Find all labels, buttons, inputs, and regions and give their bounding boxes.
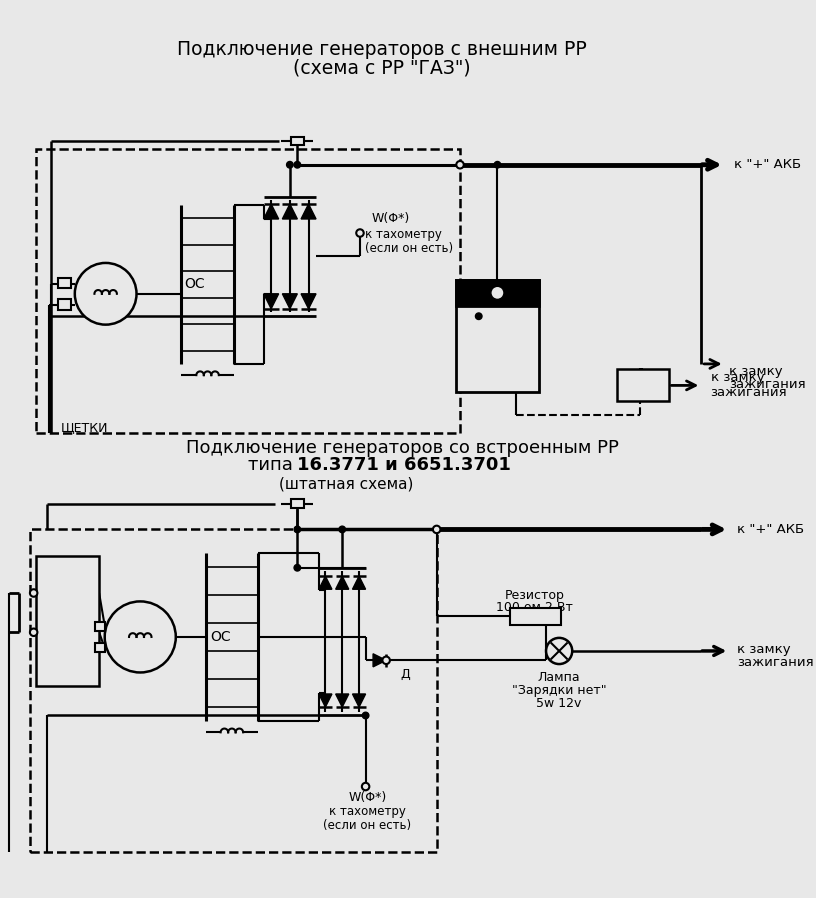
Bar: [456, 280, 539, 306]
Circle shape: [546, 638, 572, 664]
Polygon shape: [319, 577, 332, 589]
Bar: [290, 136, 304, 145]
Bar: [617, 368, 668, 401]
Circle shape: [491, 286, 504, 299]
Bar: [36, 149, 460, 433]
Bar: [30, 530, 437, 852]
Circle shape: [75, 263, 136, 325]
Text: В: В: [512, 366, 521, 380]
Text: W(Φ*): W(Φ*): [371, 213, 410, 225]
Circle shape: [357, 229, 364, 237]
Circle shape: [476, 313, 482, 320]
Circle shape: [294, 526, 300, 533]
Text: ОС: ОС: [211, 629, 231, 644]
Text: к замку: к замку: [737, 643, 791, 656]
Text: типа: типа: [248, 456, 304, 474]
Circle shape: [361, 783, 370, 790]
Text: зажигания: зажигания: [737, 656, 814, 669]
Text: 16.3771 и 6651.3701: 16.3771 и 6651.3701: [297, 456, 511, 474]
Text: к тахометру: к тахометру: [365, 228, 441, 242]
Text: зажигания: зажигания: [730, 378, 806, 391]
Polygon shape: [353, 577, 366, 589]
Polygon shape: [335, 694, 348, 707]
Polygon shape: [264, 204, 278, 219]
Circle shape: [383, 656, 390, 664]
Text: ОС: ОС: [184, 277, 205, 292]
Text: "Зарядки нет": "Зарядки нет": [512, 683, 606, 697]
Text: ОР: ОР: [97, 287, 114, 300]
Polygon shape: [373, 654, 386, 667]
Circle shape: [339, 526, 345, 533]
Text: РН: РН: [59, 560, 76, 573]
Text: РР: РР: [486, 310, 509, 328]
Text: Лампа: Лампа: [538, 671, 580, 683]
Polygon shape: [319, 694, 332, 707]
Bar: [509, 608, 561, 625]
Bar: [36, 556, 99, 686]
Circle shape: [456, 161, 463, 169]
Circle shape: [104, 602, 175, 673]
Polygon shape: [301, 294, 316, 309]
Text: Д: Д: [400, 668, 410, 681]
Polygon shape: [335, 577, 348, 589]
Circle shape: [474, 290, 480, 295]
Polygon shape: [353, 694, 366, 707]
Text: к замку
зажигания: к замку зажигания: [711, 372, 787, 400]
Text: (штатная схема): (штатная схема): [279, 476, 413, 491]
Circle shape: [494, 162, 501, 168]
Text: к замку: к замку: [730, 365, 783, 378]
Text: Ш: Ш: [472, 366, 486, 380]
Circle shape: [30, 589, 38, 597]
Bar: [95, 643, 104, 652]
Circle shape: [294, 565, 300, 571]
Circle shape: [294, 162, 300, 168]
Text: 5w 12v: 5w 12v: [536, 697, 582, 709]
Text: Ш: Ш: [44, 586, 57, 600]
Text: Подключение генераторов с внешним РР: Подключение генераторов с внешним РР: [176, 40, 587, 59]
Polygon shape: [282, 294, 297, 309]
Polygon shape: [301, 204, 316, 219]
Text: к "+" АКБ: к "+" АКБ: [734, 158, 801, 172]
Circle shape: [30, 629, 38, 636]
Text: ОР: ОР: [131, 630, 149, 644]
Text: 100 ом 2 Вт: 100 ом 2 Вт: [496, 602, 574, 614]
Text: ЩЕТКИ: ЩЕТКИ: [60, 421, 108, 434]
Bar: [58, 277, 71, 288]
Circle shape: [433, 525, 441, 533]
Text: (+): (+): [487, 334, 508, 347]
Text: Резистор: Резистор: [505, 589, 565, 603]
Bar: [456, 280, 539, 392]
Text: В: В: [47, 626, 55, 638]
Text: к тахометру: к тахометру: [329, 806, 406, 818]
Text: к "+" АКБ: к "+" АКБ: [737, 523, 804, 536]
Bar: [290, 499, 304, 508]
Text: Подключение генераторов со встроенным РР: Подключение генераторов со встроенным РР: [185, 439, 619, 457]
Polygon shape: [264, 294, 278, 309]
Circle shape: [362, 712, 369, 718]
Bar: [95, 622, 104, 631]
Bar: [58, 299, 71, 310]
Text: (если он есть): (если он есть): [323, 819, 411, 832]
Text: (схема с РР "ГАЗ"): (схема с РР "ГАЗ"): [293, 58, 470, 77]
Polygon shape: [282, 204, 297, 219]
Circle shape: [286, 162, 293, 168]
Text: W(Φ*): W(Φ*): [348, 791, 387, 805]
Text: (если он есть): (если он есть): [365, 242, 453, 255]
